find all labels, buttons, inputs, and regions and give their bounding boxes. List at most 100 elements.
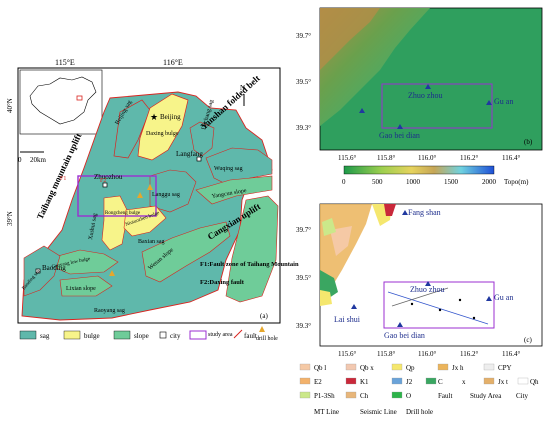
city-baoding: Baoding [42,264,66,272]
drill-hole-marker [109,270,115,276]
legend-fault: fault [244,332,257,340]
guan-marker-b [486,100,492,105]
legend-drill-hole-c: Drill hole [406,408,433,416]
label-f1: F1 [60,176,66,182]
legend-jxh-swatch [437,363,449,371]
gaoyang-bulge-poly [55,249,119,275]
legend-bulge-swatch [63,330,81,340]
panel-b-label: (b) [524,138,533,146]
label-baxian-sag: Baxian sag [138,239,165,245]
b-xtick-1: 115.6° [338,154,356,162]
inset-study-box [76,95,83,101]
panel-a-legend: sag bulge slope city study area fault dr… [19,326,278,342]
tick-39n: 39°N [6,211,14,226]
cangxian-uplift-poly [225,195,279,303]
legend-slope: slope [134,332,149,340]
drill-hole-dot [438,308,442,312]
label-langgu-sag: Langgu sag [152,192,180,198]
label-rongcheng-bulge: Rongcheng bulge [105,211,141,216]
legend-qbx-swatch [345,363,357,371]
dachang-sag-poly [189,121,215,157]
place-guan-b: Gu an [494,97,513,106]
scale-zero: 0 [18,156,22,164]
b-xtick-5: 116.4° [502,154,520,162]
c-ytick-2: 39.5° [296,274,311,282]
seismic-line [391,287,449,307]
fangshan-marker [402,210,408,215]
legend-qp-swatch [391,363,403,371]
zhuozhou-marker-b [425,84,431,89]
legend-jxh: Jx h [452,364,464,372]
label-daxing-bulge: Daxing bulge [146,131,179,137]
drill-hole-marker [147,184,153,190]
legend-sag-swatch [19,330,37,340]
topo-colorbar [343,165,495,175]
place-fangshan: Fang shan [408,208,441,217]
legend-city: city [170,332,181,340]
label-xushui-sag: Xushui sag [88,213,99,240]
laishui-marker [351,304,357,309]
cbar-tick-1000: 1000 [406,178,421,186]
beijing-star-icon: ★ [150,112,158,122]
legend-ch: Ch [360,392,369,400]
panel-c-k1 [384,204,396,216]
legend-qbx: Qb x [360,364,374,372]
legend-j2-swatch [391,377,403,385]
drill-hole-dot [472,316,476,320]
panel-c-qp-2 [320,290,332,306]
legend-e2: E2 [314,378,322,386]
b-xtick-4: 116.2° [460,154,478,162]
wenan-slope-poly [141,221,231,283]
mt-line [387,291,489,325]
guan-marker-c [486,296,492,301]
legend-study-area: study area [208,332,233,338]
legend-ch-swatch [345,391,357,399]
china-outline [29,76,97,125]
study-area-box [77,175,157,217]
lixian-slope-poly [59,275,113,297]
langfang-marker [196,156,202,162]
yangcun-slope-poly [195,175,273,205]
panel-c-p [322,218,336,236]
cbar-tick-1500: 1500 [444,178,459,186]
inset-frame [19,69,103,135]
cbar-title: Topo(m) [504,178,529,186]
baoding-marker [35,268,41,274]
panel-c-legend: Qb l Qb x Qp Jx h CPY E2 K1 J2 C x Jx t … [299,363,539,416]
label-lixian-slope: Lixian slope [66,286,96,292]
legend-j2: J2 [406,378,413,386]
zhuozhou-marker [102,182,108,188]
place-guan-c: Gu an [494,293,513,302]
panel-c-qb [330,226,352,256]
legend-c: C [438,378,443,386]
legend-qp: Qp [406,364,415,372]
north-label: N [240,84,245,92]
legend-qh: Qh [530,378,539,386]
tick-115e: 115°E [55,58,75,67]
beijing-sag-poly [113,99,151,159]
drill-hole-marker [137,192,143,198]
legend-study-swatch [189,330,207,340]
city-langfang: Langfang [176,150,203,158]
tick-116e: 116°E [163,58,183,67]
place-zhuozhou-c: Zhuo zhou [410,285,444,294]
label-f2: F2 [100,178,106,184]
zhuozhou-marker-c [425,281,431,286]
legend-qbl: Qb l [314,364,326,372]
legend-qh-swatch [517,377,529,385]
legend-qbl-swatch [299,363,311,371]
b-xtick-2: 115.8° [377,154,395,162]
city-beijing: Beijing [160,113,181,121]
city-zhuozhou: Zhuozhou [94,173,123,181]
legend-bulge: bulge [84,332,100,340]
daxing-bulge-poly [137,93,189,161]
c-xtick-4: 116.2° [460,350,478,358]
panel-b: Zhuo zhou Gu an Gao bei dian (b) 39.7° 3… [296,7,543,186]
legend-city-c: City [516,392,529,400]
baoding-sag-poly [23,245,61,297]
legend-sag: sag [40,332,50,340]
legend-k1-swatch [345,377,357,385]
gaobeidian-marker-b [397,124,403,129]
b-xtick-3: 116.0° [418,154,436,162]
